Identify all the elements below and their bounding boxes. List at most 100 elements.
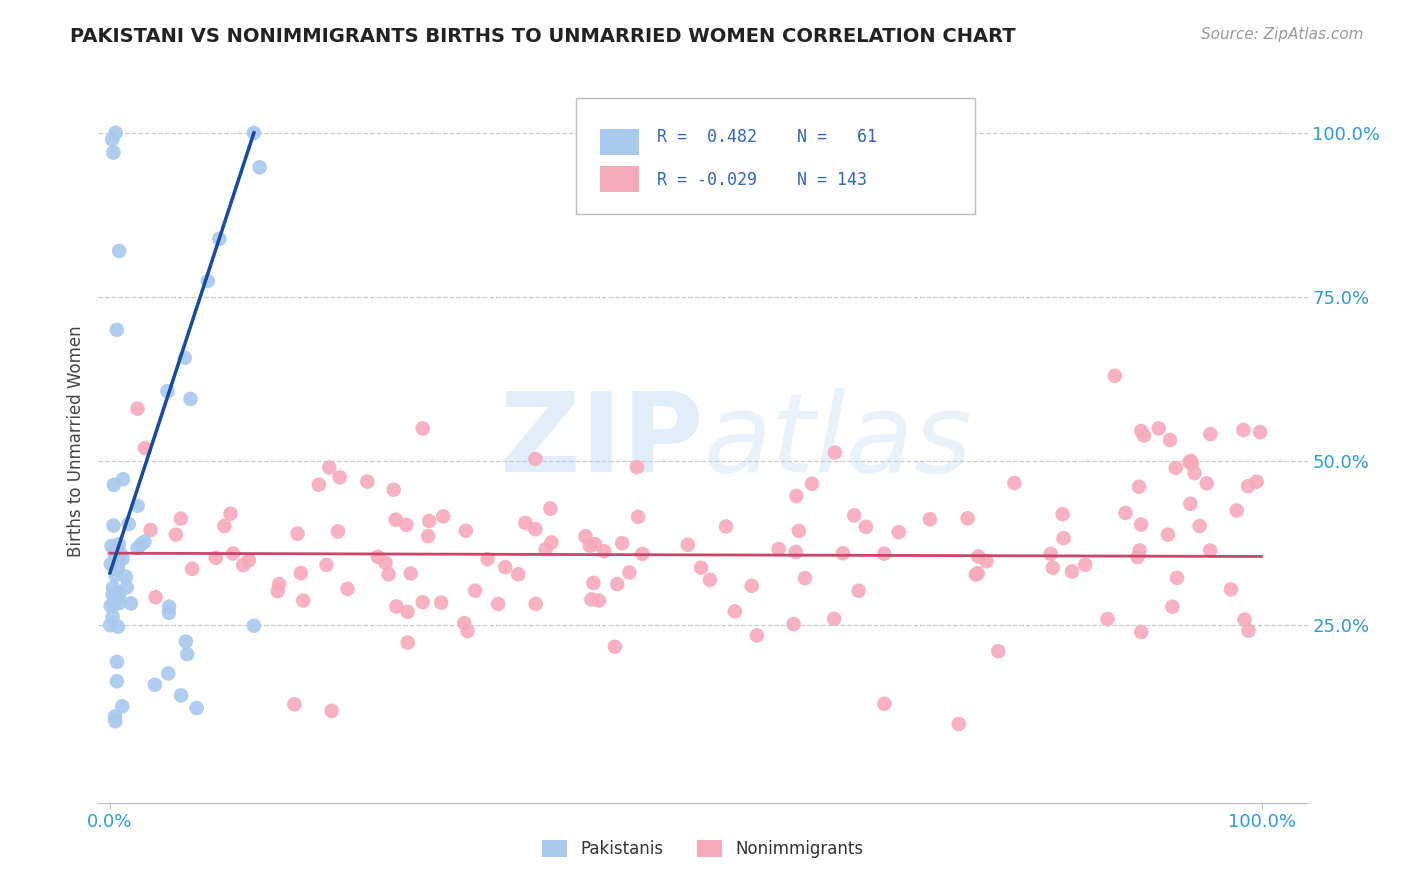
Point: [699, 573, 721, 587]
Point: [524, 452, 547, 467]
Point: [321, 704, 343, 718]
Text: R = -0.029    N = 143: R = -0.029 N = 143: [657, 171, 868, 189]
Point: [111, 699, 134, 714]
FancyBboxPatch shape: [576, 98, 976, 214]
Point: [104, 546, 127, 560]
Point: [787, 524, 810, 538]
Point: [432, 509, 454, 524]
Point: [103, 518, 125, 533]
Point: [101, 588, 124, 602]
Bar: [600, 166, 638, 193]
Point: [823, 612, 845, 626]
Point: [966, 566, 988, 581]
Point: [1161, 599, 1184, 614]
Point: [367, 549, 389, 564]
Point: [356, 475, 378, 489]
Point: [104, 588, 127, 602]
Point: [540, 535, 562, 549]
Point: [1126, 550, 1149, 565]
Point: [690, 560, 713, 574]
Point: [176, 647, 198, 661]
Point: [108, 588, 131, 602]
Point: [243, 619, 266, 633]
Point: [1052, 531, 1074, 545]
Point: [1060, 565, 1083, 579]
Point: [844, 508, 866, 523]
Point: [1157, 527, 1180, 541]
Point: [1181, 457, 1204, 471]
Point: [143, 678, 166, 692]
Point: [101, 132, 124, 146]
Point: [103, 145, 125, 160]
Point: [105, 655, 128, 669]
Text: PAKISTANI VS NONIMMIGRANTS BIRTHS TO UNMARRIED WOMEN CORRELATION CHART: PAKISTANI VS NONIMMIGRANTS BIRTHS TO UNM…: [70, 27, 1017, 45]
Point: [377, 567, 399, 582]
Point: [1115, 506, 1137, 520]
Point: [741, 579, 763, 593]
Point: [108, 244, 131, 258]
Point: [326, 524, 349, 539]
Point: [329, 470, 352, 484]
Point: [374, 556, 396, 570]
Point: [486, 597, 509, 611]
Point: [418, 514, 440, 528]
Point: [1164, 461, 1187, 475]
Point: [104, 126, 127, 140]
Point: [948, 717, 970, 731]
Point: [855, 520, 877, 534]
Point: [612, 536, 634, 550]
Point: [127, 401, 149, 416]
Point: [1180, 497, 1202, 511]
Point: [588, 593, 610, 607]
Text: atlas: atlas: [703, 388, 972, 495]
Point: [173, 351, 195, 365]
Point: [1195, 476, 1218, 491]
Point: [396, 605, 419, 619]
Point: [574, 529, 596, 543]
Point: [745, 628, 768, 642]
Point: [243, 126, 266, 140]
Point: [578, 539, 600, 553]
Point: [382, 483, 405, 497]
Point: [800, 476, 823, 491]
Point: [457, 624, 479, 639]
Point: [204, 550, 226, 565]
Point: [112, 472, 135, 486]
Point: [267, 584, 290, 599]
Point: [453, 616, 475, 631]
Point: [1074, 558, 1097, 572]
Point: [134, 441, 156, 455]
Point: [967, 549, 990, 564]
Point: [631, 547, 654, 561]
Point: [524, 597, 547, 611]
Point: [1237, 479, 1260, 493]
Point: [1097, 612, 1119, 626]
Point: [107, 620, 129, 634]
Point: [308, 477, 330, 491]
Point: [1246, 475, 1268, 489]
Point: [1237, 624, 1260, 638]
Point: [418, 529, 440, 543]
Point: [1042, 561, 1064, 575]
Point: [1180, 454, 1202, 468]
Point: [170, 689, 193, 703]
Point: [1233, 613, 1256, 627]
Point: [873, 697, 896, 711]
Point: [399, 566, 422, 581]
Point: [619, 566, 641, 580]
Point: [115, 570, 138, 584]
Point: [107, 555, 129, 569]
Point: [101, 581, 124, 595]
Point: [139, 523, 162, 537]
Point: [134, 534, 156, 549]
Point: [103, 598, 125, 612]
Point: [157, 606, 180, 620]
Point: [100, 599, 122, 613]
Point: [873, 547, 896, 561]
Point: [336, 582, 359, 596]
Point: [283, 698, 305, 712]
Point: [1129, 543, 1152, 558]
Point: [1130, 424, 1153, 438]
Point: [1039, 547, 1062, 561]
Text: ZIP: ZIP: [499, 388, 703, 495]
